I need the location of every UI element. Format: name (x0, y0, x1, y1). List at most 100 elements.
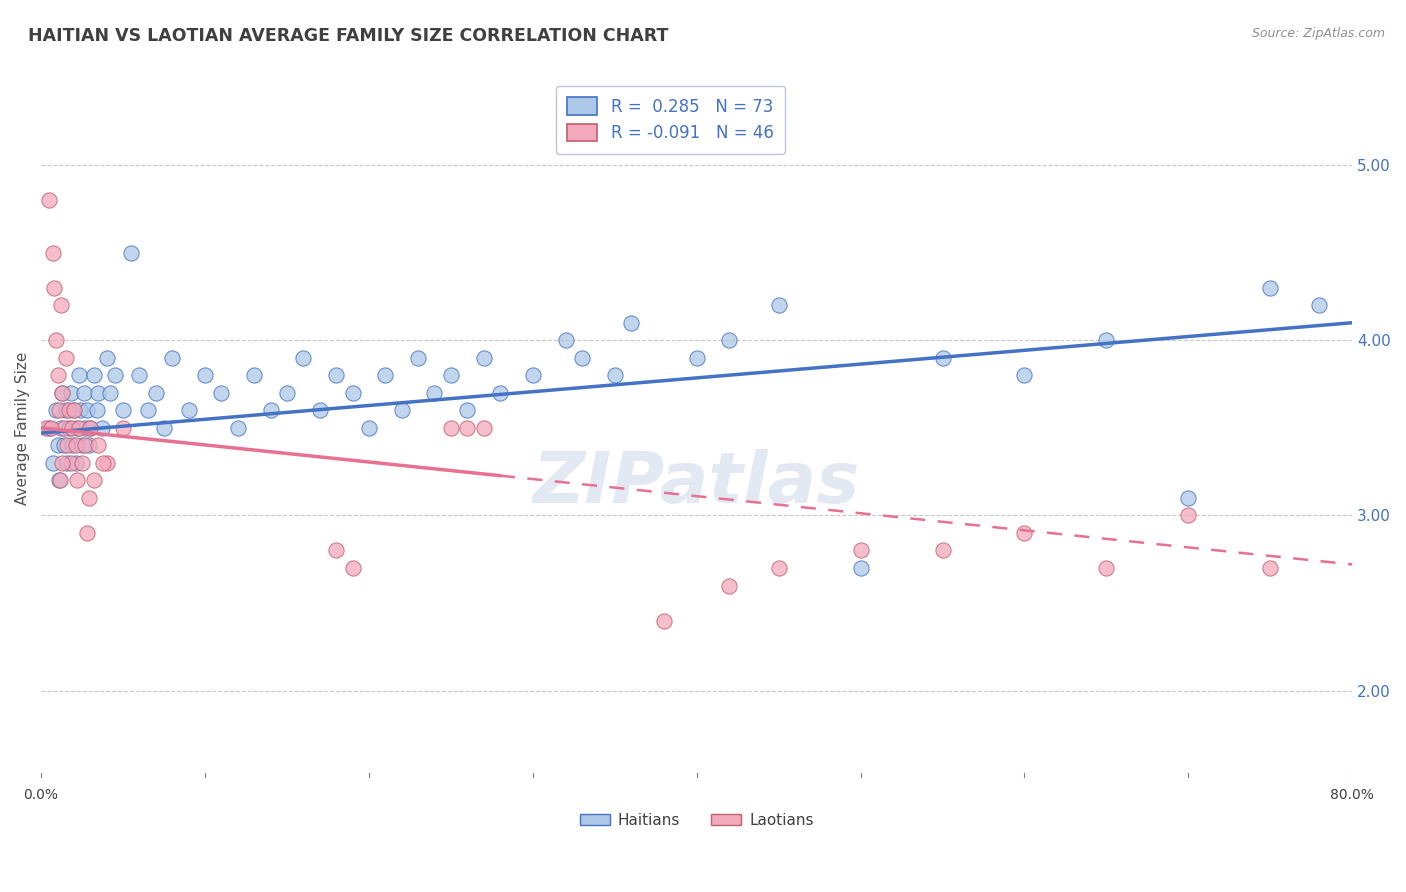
Point (603, 368, 626, 383)
Point (49, 474, 72, 488)
Point (1177, 508, 1199, 523)
Point (51, 456, 73, 470)
Point (73, 385, 96, 400)
Point (51, 385, 73, 400)
Point (292, 351, 315, 365)
Point (98, 385, 121, 400)
Point (357, 421, 380, 435)
Point (718, 578, 741, 592)
Point (51, 385, 73, 400)
Point (1014, 525, 1036, 540)
Point (66, 474, 89, 488)
Point (931, 351, 953, 365)
Text: ZIPatlas: ZIPatlas (533, 450, 860, 518)
Point (120, 245, 142, 260)
Point (1308, 298, 1330, 312)
Point (56, 456, 79, 470)
Point (79, 421, 101, 435)
Point (620, 316, 643, 330)
Point (456, 421, 478, 435)
Point (342, 561, 364, 575)
Point (41, 456, 63, 470)
Point (49, 421, 72, 435)
Point (571, 351, 593, 365)
Point (65, 456, 87, 470)
Point (83, 474, 105, 488)
Point (76, 525, 98, 540)
Point (75, 421, 97, 435)
Point (86, 403, 108, 417)
Point (76, 403, 98, 417)
Point (60, 421, 83, 435)
Point (53, 438, 76, 452)
Point (77, 438, 100, 452)
Point (38, 421, 60, 435)
Point (39, 421, 62, 435)
Point (1014, 368, 1036, 383)
Point (325, 543, 347, 558)
Point (160, 351, 183, 365)
Point (59, 385, 82, 400)
Point (45, 403, 67, 417)
Point (226, 421, 249, 435)
Point (112, 403, 135, 417)
Point (41, 245, 63, 260)
Point (93, 456, 115, 470)
Point (931, 543, 953, 558)
Point (77, 491, 100, 505)
Point (456, 403, 478, 417)
Point (1177, 491, 1199, 505)
Point (849, 561, 872, 575)
Point (406, 351, 429, 365)
Point (849, 543, 872, 558)
Point (768, 298, 790, 312)
Point (58, 421, 80, 435)
Point (83, 368, 105, 383)
Point (391, 403, 413, 417)
Point (59, 456, 82, 470)
Point (70, 438, 93, 452)
Point (1095, 333, 1118, 347)
Legend: Haitians, Laotians: Haitians, Laotians (574, 806, 820, 834)
Point (79, 421, 101, 435)
Point (67, 368, 90, 383)
Point (554, 333, 576, 347)
Point (63, 403, 86, 417)
Point (90, 421, 112, 435)
Point (55, 351, 77, 365)
Point (87, 438, 110, 452)
Text: HAITIAN VS LAOTIAN AVERAGE FAMILY SIZE CORRELATION CHART: HAITIAN VS LAOTIAN AVERAGE FAMILY SIZE C… (28, 27, 668, 45)
Point (46, 368, 69, 383)
Point (60, 438, 83, 452)
Point (472, 351, 495, 365)
Point (55, 403, 77, 417)
Point (768, 561, 790, 575)
Point (48, 403, 70, 417)
Point (112, 421, 135, 435)
Point (209, 385, 232, 400)
Point (38, 193, 60, 207)
Point (243, 368, 266, 383)
Point (472, 421, 495, 435)
Point (325, 368, 347, 383)
Point (194, 368, 217, 383)
Point (67, 421, 90, 435)
Point (440, 368, 463, 383)
Point (440, 421, 463, 435)
Point (96, 456, 118, 470)
Point (87, 385, 110, 400)
Point (374, 368, 396, 383)
Point (58, 403, 80, 417)
Point (652, 614, 675, 628)
Point (153, 421, 176, 435)
Point (1258, 281, 1281, 295)
Point (308, 403, 330, 417)
Point (66, 421, 89, 435)
Y-axis label: Average Family Size: Average Family Size (15, 351, 30, 505)
Point (489, 385, 512, 400)
Text: Source: ZipAtlas.com: Source: ZipAtlas.com (1251, 27, 1385, 40)
Point (44, 281, 66, 295)
Point (423, 385, 446, 400)
Point (75, 438, 97, 452)
Point (104, 368, 127, 383)
